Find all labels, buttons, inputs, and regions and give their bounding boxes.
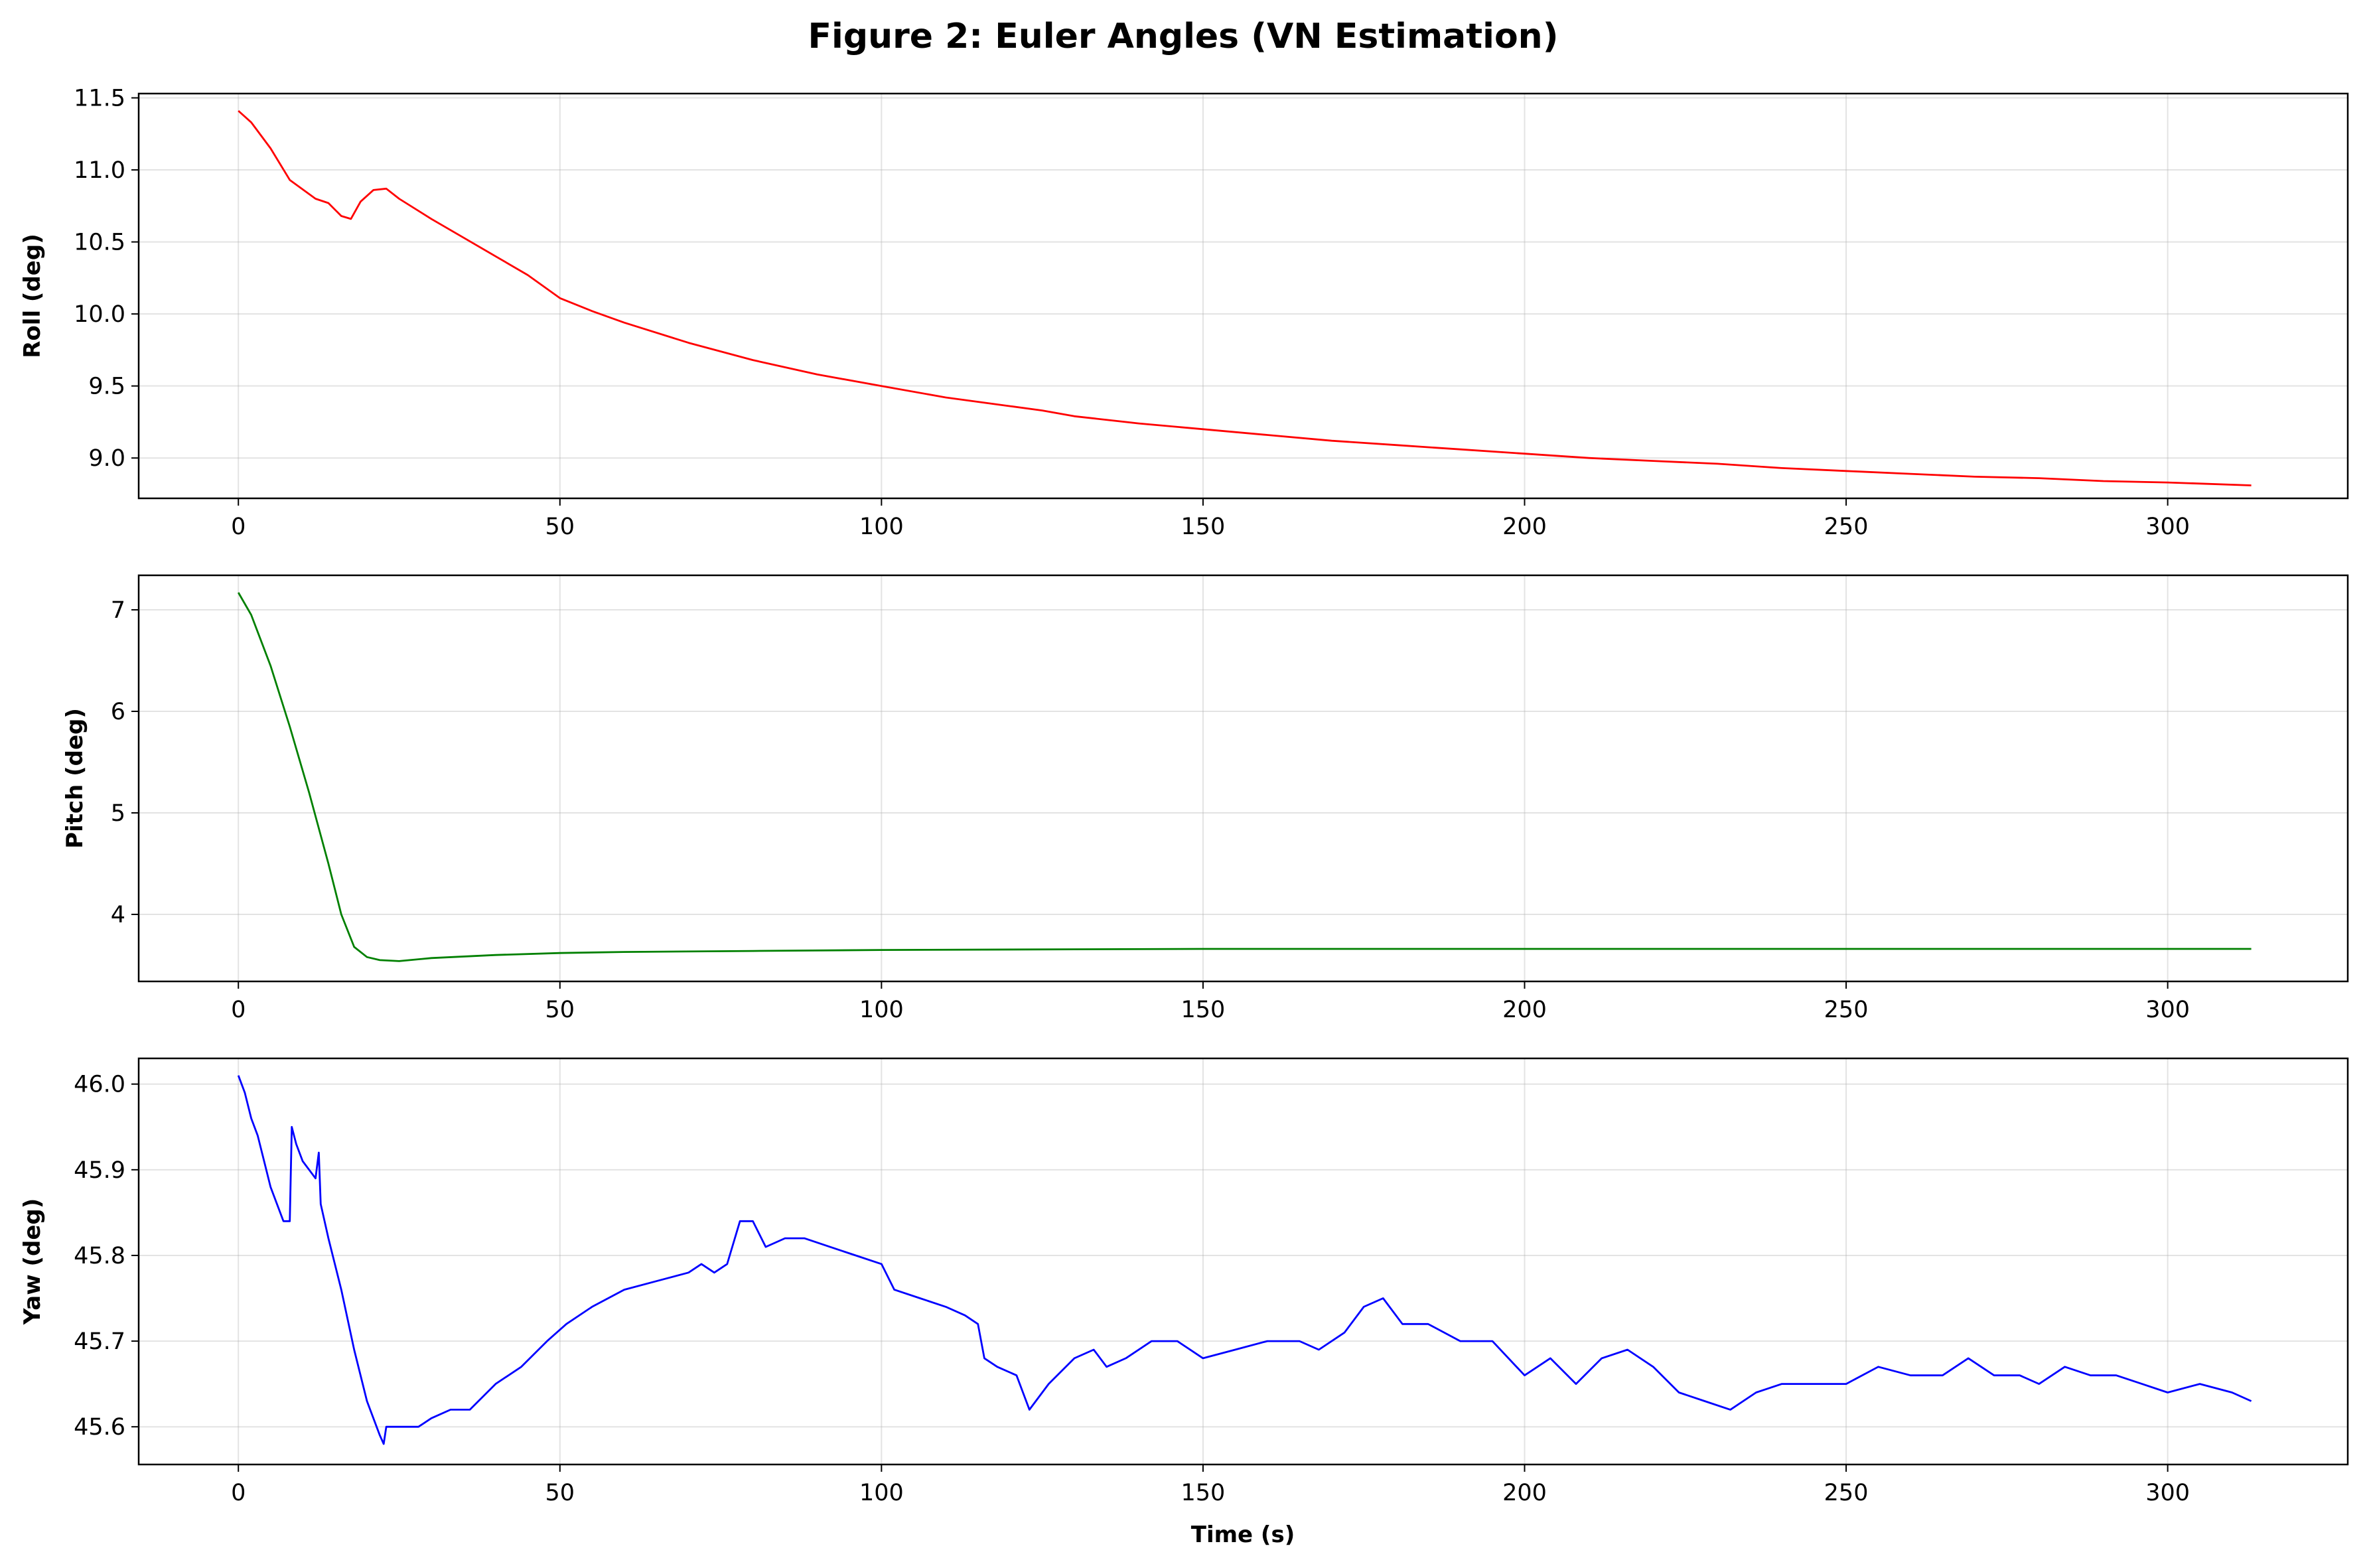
y-tick-label: 45.6	[74, 1414, 125, 1441]
y-tick-label: 9.5	[88, 374, 125, 400]
y-tick-label: 11.5	[74, 86, 125, 112]
x-tick-label: 150	[1181, 997, 1226, 1023]
figure-title: Figure 2: Euler Angles (VN Estimation)	[808, 17, 1559, 56]
panel-2-y-label: Yaw (deg)	[19, 1198, 46, 1326]
x-tick-label: 250	[1824, 1480, 1869, 1506]
y-tick-label: 9.0	[88, 445, 125, 472]
x-tick-label: 50	[545, 514, 575, 540]
x-tick-label: 250	[1824, 997, 1869, 1023]
x-tick-label: 100	[859, 514, 904, 540]
x-tick-label: 300	[2145, 1480, 2190, 1506]
y-tick-label: 45.9	[74, 1157, 125, 1184]
y-tick-label: 45.8	[74, 1243, 125, 1269]
x-tick-label: 50	[545, 997, 575, 1023]
x-tick-label: 0	[231, 514, 246, 540]
y-tick-label: 10.5	[74, 230, 125, 256]
x-tick-label: 200	[1502, 997, 1547, 1023]
x-tick-label: 300	[2145, 514, 2190, 540]
axes-frame	[137, 1057, 2349, 1466]
x-tick-label: 200	[1502, 514, 1547, 540]
panel-2: 0 50 100 150 200 250 300 45.6 45.7 45.8 45.9 46.0	[74, 1057, 2349, 1506]
y-tick-label: 10.0	[74, 301, 125, 328]
x-tick-label: 200	[1502, 1480, 1547, 1506]
y-tick-label: 5	[111, 800, 125, 827]
y-tick-label: 45.7	[74, 1328, 125, 1355]
x-tick-label: 150	[1181, 514, 1226, 540]
axes-frame	[137, 92, 2349, 500]
x-tick-label: 0	[231, 1480, 246, 1506]
x-tick-label: 100	[859, 997, 904, 1023]
y-tick-label: 7	[111, 597, 125, 624]
y-tick-label: 46.0	[74, 1072, 125, 1098]
y-tick-label: 11.0	[74, 157, 125, 184]
x-tick-label: 0	[231, 997, 246, 1023]
y-tick-label: 4	[111, 902, 125, 928]
panel-0: 0 50 100 150 200 250 300 9.0 9.5 10.0 10.5 11.0 11.5	[74, 86, 2349, 540]
series-line-1	[237, 592, 2252, 962]
x-tick-label: 250	[1824, 514, 1869, 540]
panel-0-y-label: Roll (deg)	[19, 234, 46, 358]
series-line-2	[237, 1075, 2252, 1445]
panel-1: 0 50 100 150 200 250 300 4 5 6 7	[111, 574, 2349, 1023]
y-tick-label: 6	[111, 699, 125, 725]
x-tick-label: 300	[2145, 997, 2190, 1023]
x-tick-label: 100	[859, 1480, 904, 1506]
x-tick-label: 150	[1181, 1480, 1226, 1506]
x-tick-label: 50	[545, 1480, 575, 1506]
x-axis-label: Time (s)	[1191, 1522, 1295, 1548]
panel-1-y-label: Pitch (deg)	[62, 708, 88, 849]
axes-frame	[137, 574, 2349, 983]
series-line-0	[238, 109, 2252, 486]
